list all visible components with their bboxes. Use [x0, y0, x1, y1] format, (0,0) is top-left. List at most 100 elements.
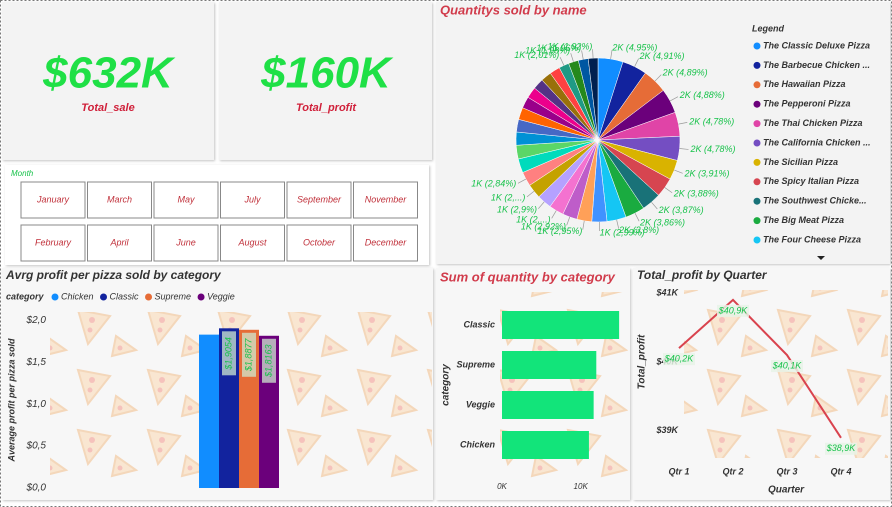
legend-swatch	[753, 120, 761, 128]
legend-swatch	[753, 42, 761, 50]
slicer-item[interactable]: September	[297, 194, 342, 204]
slicer-item[interactable]: January	[36, 194, 70, 204]
chart-title: Avrg profit per pizza sold by category	[5, 268, 222, 282]
slicer-button[interactable]	[20, 181, 86, 219]
plot-background	[684, 290, 888, 458]
slicer-button[interactable]	[87, 181, 152, 219]
legend-label: The California Chicken ...	[763, 137, 871, 147]
slicer-button[interactable]	[286, 181, 352, 219]
data-label: 2K (3,91%)	[684, 168, 730, 178]
legend-swatch	[753, 236, 761, 244]
y-tick-label: $2,0	[26, 315, 47, 326]
data-label: 2K (4,78%)	[690, 144, 736, 154]
data-label: 1K (1,92%)	[547, 42, 592, 52]
slicer-button[interactable]	[353, 181, 418, 219]
legend-swatch	[753, 217, 761, 225]
legend-label: Veggie	[207, 291, 235, 301]
data-label: 2K (4,95%)	[611, 42, 657, 52]
label-bg	[717, 304, 749, 317]
pie-slice	[587, 57, 599, 141]
bar	[502, 431, 589, 459]
y-tick-label: Classic	[463, 319, 495, 329]
leader-line	[582, 220, 585, 230]
data-label: 1K (2,92%)	[521, 222, 566, 232]
x-tick-label: Qtr 2	[722, 466, 743, 476]
x-tick-label: 10K	[574, 482, 589, 491]
slicer-button[interactable]	[153, 224, 219, 262]
slicer-button[interactable]	[220, 224, 285, 262]
slicer-item[interactable]: July	[243, 194, 261, 204]
data-label: 2K (4,88%)	[679, 90, 725, 100]
data-label: 2K (3,87%)	[658, 205, 704, 215]
x-tick-label: Qtr 3	[776, 466, 797, 476]
slicer-item[interactable]: February	[35, 237, 72, 247]
legend-label: The Hawaiian Pizza	[763, 79, 846, 89]
data-label: $38,9K	[826, 443, 857, 453]
label-bg	[262, 338, 276, 383]
data-label: 1K (2,9%)	[497, 205, 537, 215]
data-label: $40,9K	[718, 305, 749, 315]
legend-title: Legend	[752, 23, 785, 33]
data-label: 1K (2,99%)	[600, 227, 645, 237]
slicer-item[interactable]: May	[177, 194, 195, 204]
slicer-item[interactable]: March	[107, 194, 132, 204]
slicer-item[interactable]: August	[237, 237, 267, 247]
card-label: Total_sale	[81, 102, 134, 114]
scroll-arrow[interactable]	[817, 256, 825, 260]
slicer-button[interactable]	[87, 224, 152, 262]
slicer-button[interactable]	[20, 224, 86, 262]
line	[678, 298, 842, 439]
slicer-button[interactable]	[286, 224, 352, 262]
y-tick-label: Veggie	[466, 399, 495, 409]
data-label: 1K (2,84%)	[471, 179, 516, 189]
y-tick-label: Chicken	[460, 439, 496, 449]
data-label: 1K (2,...)	[516, 214, 551, 224]
legend-swatch	[753, 178, 761, 186]
data-label: 1K (2,...)	[491, 192, 526, 202]
leader-line	[634, 58, 639, 67]
leader-line	[664, 187, 673, 194]
slicer-item[interactable]: November	[365, 194, 408, 204]
data-label: 2K (4,89%)	[662, 68, 708, 78]
legend-label: Classic	[110, 291, 140, 301]
data-label: 1K (1,96%)	[536, 43, 581, 53]
legend-swatch	[145, 293, 153, 301]
y-tick-label: $0,0	[26, 483, 47, 494]
legend-swatch	[753, 61, 761, 69]
slicer-title: Month	[11, 169, 34, 178]
legend-label: The Four Cheese Pizza	[763, 234, 861, 244]
y-axis-label: Average profit per pizza sold	[6, 338, 16, 463]
data-label: 1K (1,98%)	[525, 46, 570, 56]
leader-line	[570, 53, 574, 62]
data-label: $1,8877	[243, 338, 253, 373]
data-label: $40,2K	[664, 354, 695, 364]
slicer-item[interactable]: June	[175, 237, 196, 247]
legend-label: The Sicilian Pizza	[763, 157, 838, 167]
card-value: $632K	[42, 49, 176, 98]
slicer-item[interactable]: April	[109, 237, 129, 247]
data-label: $40,1K	[772, 360, 803, 370]
leader-line	[634, 213, 640, 222]
leader-line	[679, 148, 689, 150]
label-bg	[242, 332, 256, 377]
slicer-item[interactable]: December	[365, 237, 408, 247]
slicer-item[interactable]: October	[303, 237, 336, 247]
label-bg	[663, 353, 695, 366]
leader-line	[526, 190, 535, 198]
slicer-button[interactable]	[153, 181, 219, 219]
chart-title: Sum of quantity by category	[440, 269, 616, 284]
label-bg	[222, 331, 236, 376]
slicer-button[interactable]	[220, 181, 285, 219]
x-axis-label: Quarter	[768, 485, 805, 496]
data-label: 2K (4,78%)	[688, 116, 734, 126]
y-tick-label: $1,5	[26, 357, 47, 368]
bar	[199, 334, 219, 488]
y-tick-label: $41K	[655, 287, 679, 297]
slicer-button[interactable]	[353, 224, 418, 262]
data-label: 2K (3,8%)	[618, 225, 659, 235]
legend-label: Chicken	[61, 291, 94, 301]
bar	[502, 311, 620, 339]
leader-line	[669, 96, 679, 102]
leader-line	[610, 50, 613, 60]
